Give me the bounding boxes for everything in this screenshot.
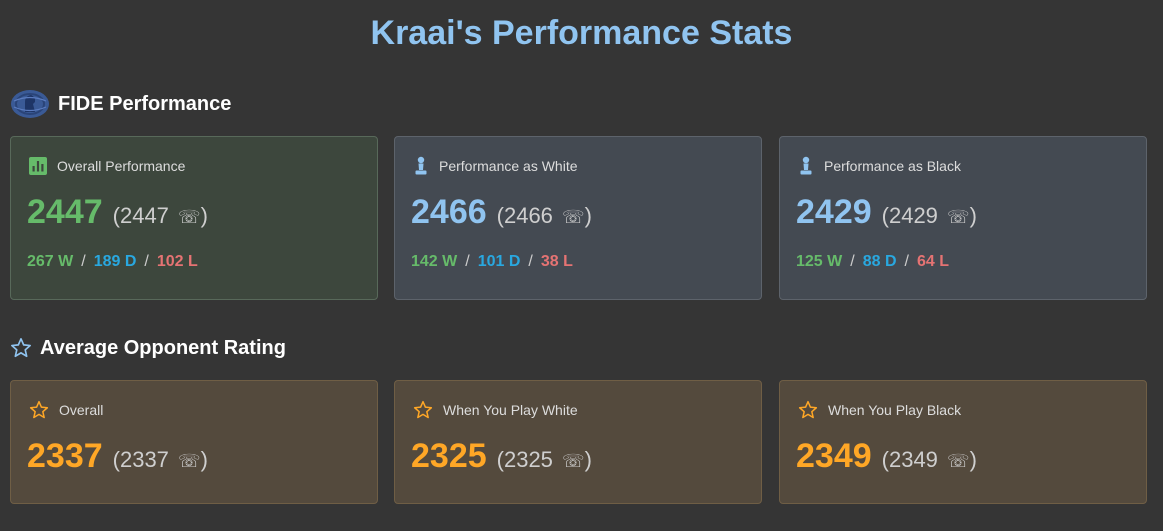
card-label: Overall (59, 402, 104, 418)
win-draw-loss: 125 W/88 D/64 L (796, 253, 949, 270)
phone-icon: ☏ (562, 451, 585, 471)
parenthetical-rating: 2429 (888, 203, 938, 228)
draws-count: 101 D (477, 253, 521, 270)
star-outline-icon (413, 400, 433, 420)
parenthetical-rating: 2349 (888, 447, 938, 472)
win-draw-loss: 267 W/189 D/102 L (27, 253, 198, 270)
card-label: Performance as Black (824, 158, 961, 174)
phone-icon: ☏ (178, 451, 201, 471)
opponent-section-header: Average Opponent Rating (10, 333, 286, 363)
performance-value-row: 2429 (2429 ☏) (796, 193, 977, 232)
performance-rating: 2429 (796, 193, 872, 231)
losses-count: 102 L (156, 253, 198, 270)
rating-parenthetical: (2337 ☏) (112, 447, 208, 472)
rating-parenthetical: (2429 ☏) (881, 203, 977, 228)
losses-count: 64 L (916, 253, 949, 270)
card-header: When You Play Black (798, 400, 961, 420)
wins-count: 142 W (411, 253, 458, 270)
opponent-overall-card: Overall 2337 (2337 ☏) (10, 380, 378, 504)
card-label: When You Play Black (828, 402, 962, 418)
opponent-section-title: Average Opponent Rating (40, 336, 286, 359)
losses-count: 38 L (540, 253, 573, 270)
star-outline-icon (10, 337, 32, 359)
performance-rating: 2447 (27, 193, 103, 231)
phone-icon: ☏ (947, 451, 970, 471)
parenthetical-rating: 2447 (119, 203, 169, 228)
rating-parenthetical: (2325 ☏) (496, 447, 592, 472)
rating-parenthetical: (2466 ☏) (496, 203, 592, 228)
pawn-icon (413, 156, 429, 176)
parenthetical-rating: 2325 (503, 447, 553, 472)
overall-performance-card: Overall Performance 2447 (2447 ☏) 267 W /… (10, 136, 378, 300)
opponent-value-row: 2337 (2337 ☏) (27, 437, 208, 476)
pawn-icon (798, 156, 814, 176)
star-outline-icon (798, 400, 818, 420)
card-header: Performance as Black (798, 156, 961, 176)
rating-parenthetical: (2447 ☏) (112, 203, 208, 228)
fide-section-header: FIDE Performance (10, 89, 231, 119)
card-header: When You Play White (413, 400, 578, 420)
opponent-value-row: 2325 (2325 ☏) (411, 437, 592, 476)
opponent-rating: 2325 (411, 437, 487, 475)
card-label: Overall Performance (57, 158, 186, 174)
fide-section-title: FIDE Performance (58, 92, 232, 115)
white-performance-card: Performance as White 2466 (2466 ☏) 142 W… (394, 136, 762, 300)
draws-count: 88 D (862, 253, 897, 270)
black-performance-card: Performance as Black 2429 (2429 ☏) 125 W… (779, 136, 1147, 300)
parenthetical-rating: 2466 (503, 203, 553, 228)
card-label: When You Play White (443, 402, 578, 418)
card-header: Performance as White (413, 156, 578, 176)
rating-parenthetical: (2349 ☏) (881, 447, 977, 472)
draws-count: 189 D (93, 253, 137, 270)
wins-count: 125 W (796, 253, 843, 270)
opponent-black-card: When You Play Black 2349 (2349 ☏) (779, 380, 1147, 504)
parenthetical-rating: 2337 (119, 447, 169, 472)
card-label: Performance as White (439, 158, 578, 174)
opponent-rating: 2349 (796, 437, 872, 475)
opponent-white-card: When You Play White 2325 (2325 ☏) (394, 380, 762, 504)
fide-logo-icon (10, 89, 50, 119)
bar-chart-icon (29, 157, 47, 175)
performance-value-row: 2466 (2466 ☏) (411, 193, 592, 232)
performance-rating: 2466 (411, 193, 487, 231)
phone-icon: ☏ (947, 207, 970, 227)
opponent-value-row: 2349 (2349 ☏) (796, 437, 977, 476)
opponent-rating: 2337 (27, 437, 103, 475)
phone-icon: ☏ (562, 207, 585, 227)
card-header: Overall Performance (29, 156, 185, 176)
card-header: Overall (29, 400, 103, 420)
win-draw-loss: 142 W/101 D/38 L (411, 253, 573, 270)
performance-value-row: 2447 (2447 ☏) (27, 193, 208, 232)
page-title: Kraai's Performance Stats (370, 14, 793, 52)
phone-icon: ☏ (178, 207, 201, 227)
star-outline-icon (29, 400, 49, 420)
wins-count: 267 W (27, 253, 74, 270)
